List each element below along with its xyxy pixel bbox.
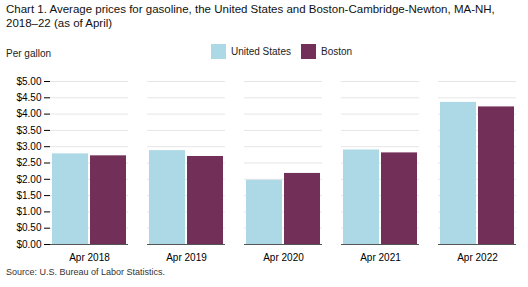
html-text:Source: U.S. Bureau of Labor S: Source: U.S. Bureau of Labor Statistics. (6, 266, 166, 277)
svg-text:$4.00: $4.00 (16, 108, 41, 119)
html-text:United States: United States (230, 45, 291, 57)
svg-text:Apr 2018: Apr 2018 (69, 251, 110, 262)
html-text:Boston: Boston (321, 45, 353, 57)
svg-text:Apr 2022: Apr 2022 (457, 251, 498, 262)
svg-text:Apr 2021: Apr 2021 (360, 251, 401, 262)
svg-text:$3.50: $3.50 (16, 124, 41, 135)
svg-text:Apr 2019: Apr 2019 (166, 251, 207, 262)
svg-text:$1.00: $1.00 (16, 206, 41, 217)
svg-text:$2.50: $2.50 (16, 157, 41, 168)
svg-text:$2.00: $2.00 (16, 173, 41, 184)
svg-text:$5.00: $5.00 (16, 75, 41, 86)
svg-text:$1.50: $1.50 (16, 189, 41, 200)
svg-text:$3.00: $3.00 (16, 140, 41, 151)
svg-text:$0.50: $0.50 (16, 222, 41, 233)
svg-text:$4.50: $4.50 (16, 92, 41, 103)
html-text:Per gallon: Per gallon (6, 48, 51, 60)
svg-text:$0.00: $0.00 (16, 238, 41, 249)
html-text:Chart 1. Average prices for ga: Chart 1. Average prices for gasoline, th… (6, 3, 495, 29)
svg-text:Apr 2020: Apr 2020 (263, 251, 304, 262)
